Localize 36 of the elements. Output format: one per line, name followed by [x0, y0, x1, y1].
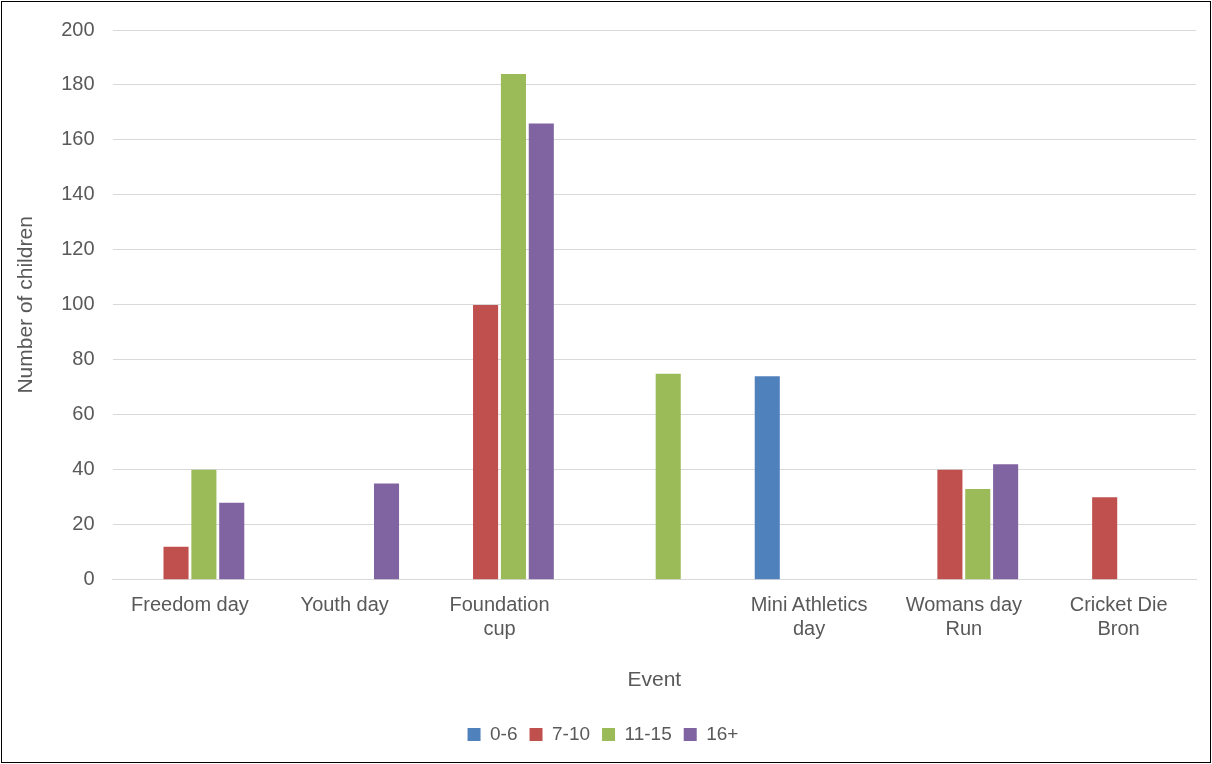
- bar: [163, 546, 189, 580]
- x-axis-title: Event: [627, 667, 682, 691]
- x-tick-label: Cricket Die Bron: [1069, 593, 1168, 640]
- bar: [754, 376, 780, 580]
- bar: [965, 489, 991, 580]
- x-tick-label: Womans day Run: [905, 593, 1023, 640]
- bar: [993, 464, 1019, 580]
- y-tick-label: 0: [83, 567, 95, 590]
- legend-label: 16+: [706, 722, 739, 744]
- y-tick-label: 40: [72, 457, 95, 480]
- legend-label: 7-10: [552, 722, 591, 744]
- y-tick-label: 20: [72, 512, 95, 535]
- bar: [655, 373, 681, 580]
- y-tick-label: 200: [61, 17, 95, 40]
- y-tick-label: 180: [61, 72, 95, 95]
- x-tick-label: Foundation cup: [449, 593, 550, 640]
- legend-label: 0-6: [490, 722, 518, 744]
- y-tick-label: 80: [72, 347, 95, 370]
- bar: [528, 123, 554, 580]
- legend-label: 11-15: [624, 722, 672, 744]
- x-tick-label: Youth day: [300, 593, 389, 616]
- y-tick-label: 140: [61, 182, 95, 205]
- bar: [191, 469, 217, 580]
- x-tick-label: Freedom day: [131, 593, 249, 616]
- bar: [937, 469, 963, 580]
- y-tick-label: 160: [61, 127, 95, 150]
- bar: [373, 483, 400, 580]
- bar: [219, 502, 245, 580]
- y-axis-title: Number of children: [13, 216, 37, 394]
- y-tick-label: 60: [72, 402, 95, 425]
- bar: [1092, 497, 1118, 580]
- bar: [473, 304, 499, 580]
- x-tick-label: Mini Athletics day: [750, 593, 868, 640]
- y-tick-label: 100: [61, 292, 95, 315]
- bar: [500, 73, 526, 580]
- y-tick-label: 120: [61, 237, 95, 260]
